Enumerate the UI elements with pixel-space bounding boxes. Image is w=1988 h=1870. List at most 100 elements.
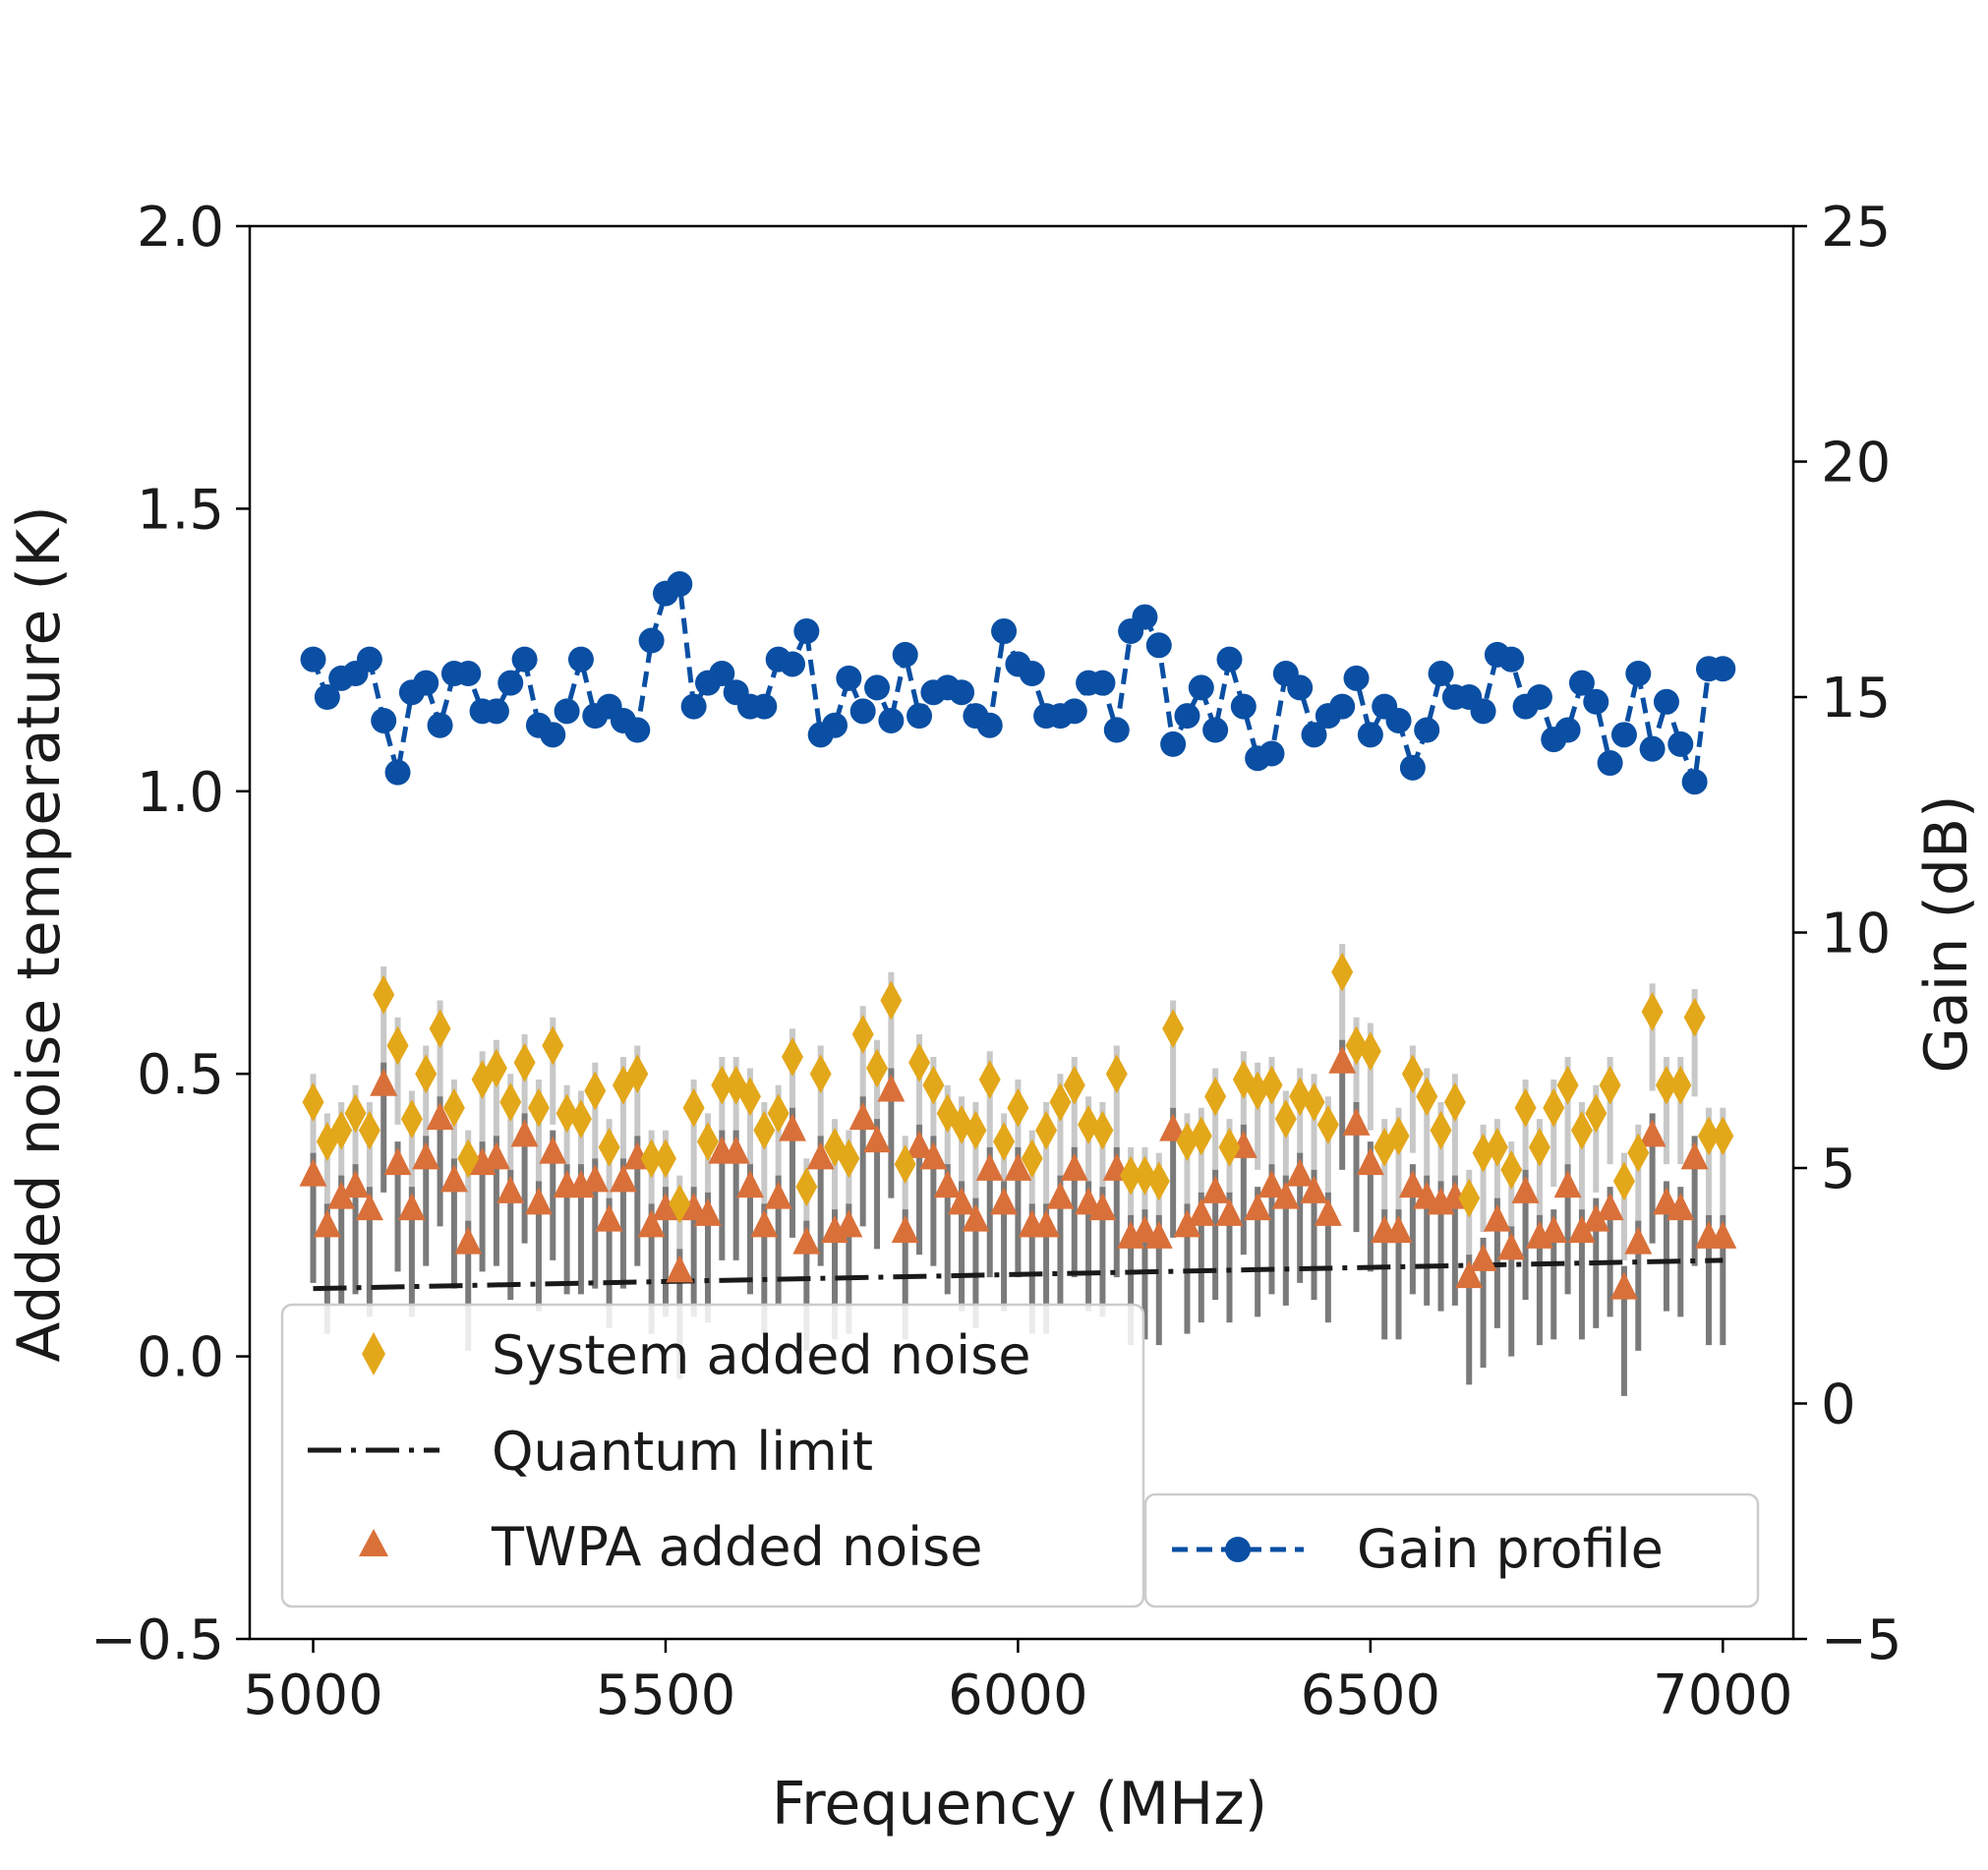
gain-point [780,651,806,677]
gain-point [1145,632,1172,659]
gain-point [356,646,382,672]
twpa-point [1004,1152,1032,1181]
twpa-point [1356,1147,1384,1176]
gain-point [554,698,580,725]
gain-point [1357,722,1383,748]
twpa-point [848,1102,877,1131]
gain-point [1160,730,1187,757]
twpa-point [1060,1152,1088,1181]
gain-point [1428,661,1454,687]
gain-point [314,684,340,710]
twpa-point [1511,1175,1540,1203]
gain-point [1597,750,1623,777]
gain-point [1061,698,1087,725]
twpa-point [1314,1198,1342,1226]
system-point [1585,1093,1608,1134]
x-tick-label: 5500 [596,1664,736,1727]
twpa-point [1187,1198,1215,1226]
system-point [1035,1110,1058,1150]
twpa-point [962,1203,990,1232]
system-point [626,1054,649,1094]
system-point [1021,1139,1043,1179]
twpa-point [1300,1175,1328,1203]
gain-point [1089,670,1116,696]
system-point [386,1025,409,1066]
x-tick-label: 6500 [1301,1664,1441,1727]
twpa-point [1567,1215,1596,1244]
gain-point [638,627,665,654]
system-point [1401,1054,1424,1094]
x-tick-label: 6000 [948,1664,1088,1727]
twpa-point [651,1193,679,1221]
gain-point [836,665,862,691]
legend-gain: Gain profile [1143,1492,1760,1608]
gain-point [793,617,820,644]
twpa-point [806,1141,835,1170]
gain-point [624,717,651,743]
x-tick-label: 5000 [243,1664,383,1727]
gain-point [878,707,905,733]
twpa-point [735,1170,764,1198]
system-point [753,1110,776,1150]
system-point [555,1093,578,1134]
twpa-point [327,1181,356,1209]
gain-point [1343,665,1370,691]
twpa-point [919,1141,948,1170]
system-point [1162,1009,1185,1049]
system-point [951,1104,973,1144]
system-point [1105,1054,1128,1094]
gain-point [1554,717,1581,743]
twpa-point [1709,1220,1737,1249]
twpa-point [933,1170,962,1198]
system-point [1049,1081,1072,1122]
twpa-point [426,1102,454,1131]
system-point [1612,1161,1635,1201]
system-point [1599,1065,1621,1105]
legend-twpa-marker [359,1529,388,1556]
twpa-point [891,1215,919,1244]
system-point [1641,991,1664,1031]
system-point [1359,1031,1381,1072]
system-point [527,1087,550,1128]
system-point [1345,1025,1368,1066]
y-tick-label: 2.0 [137,196,224,260]
twpa-point [497,1175,525,1203]
system-point [1458,1178,1481,1218]
system-point [542,1025,564,1066]
system-point [1063,1065,1085,1105]
gain-point [455,661,482,687]
y2-axis-title: Gain (dB) [1912,794,1981,1073]
gain-point [822,712,848,738]
gain-point [1019,661,1045,687]
twpa-point [1046,1181,1075,1209]
system-point [1204,1077,1227,1117]
twpa-point [637,1209,666,1238]
gain-point [1568,670,1595,696]
y2-axis-ticks: −5 0 5 10 15 20 25 [1793,196,1902,1672]
system-point [782,1036,804,1077]
system-point [738,1077,761,1117]
gain-point [1399,754,1426,781]
gain-point [1414,717,1440,743]
gain-point [1188,674,1214,701]
twpa-point [1624,1226,1653,1255]
system-point [965,1110,987,1150]
gain-point [1202,717,1229,743]
system-point [1655,1065,1677,1105]
system-point [866,1048,889,1088]
twpa-point [750,1209,779,1238]
twpa-point [1201,1175,1230,1203]
system-point [640,1139,663,1179]
gain-point [497,670,524,696]
y2-tick-label: 10 [1821,903,1891,966]
gain-point [991,617,1018,644]
gain-point [949,679,975,706]
twpa-point [595,1203,623,1232]
system-point [908,1042,931,1082]
twpa-point [835,1209,863,1238]
gain-point [667,571,693,598]
gain-point [1230,693,1257,720]
twpa-point [313,1209,341,1238]
gain-point [1470,698,1496,725]
y2-tick-label: 15 [1821,667,1891,730]
